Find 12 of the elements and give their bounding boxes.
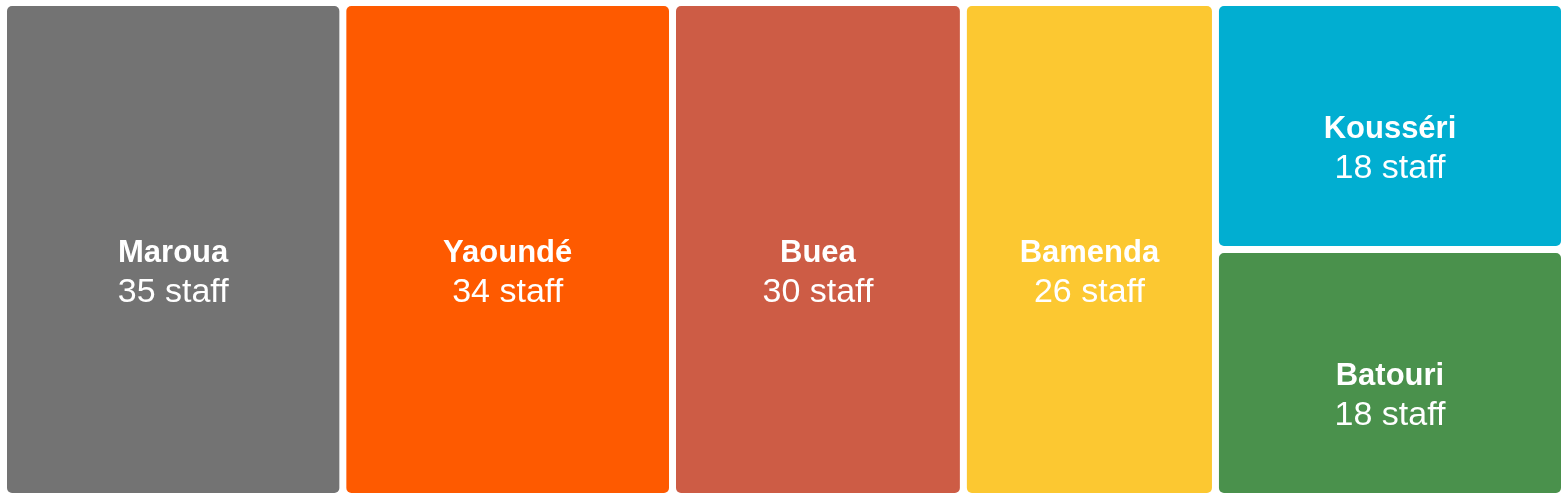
data-label: 30 staff	[762, 270, 874, 309]
data-label: 18 staff	[1334, 394, 1446, 432]
category-label: Buea	[780, 233, 857, 269]
data-label: 18 staff	[1334, 147, 1446, 185]
data-label: 26 staff	[1033, 270, 1146, 309]
category-label: Kousséri	[1323, 110, 1457, 145]
data-label: 34 staff	[452, 270, 564, 309]
category-label: Maroua	[118, 233, 230, 269]
category-label: Batouri	[1335, 357, 1445, 392]
data-label: 35 staff	[117, 270, 230, 309]
category-label: Yaoundé	[443, 233, 573, 269]
category-label: Bamenda	[1019, 233, 1160, 269]
